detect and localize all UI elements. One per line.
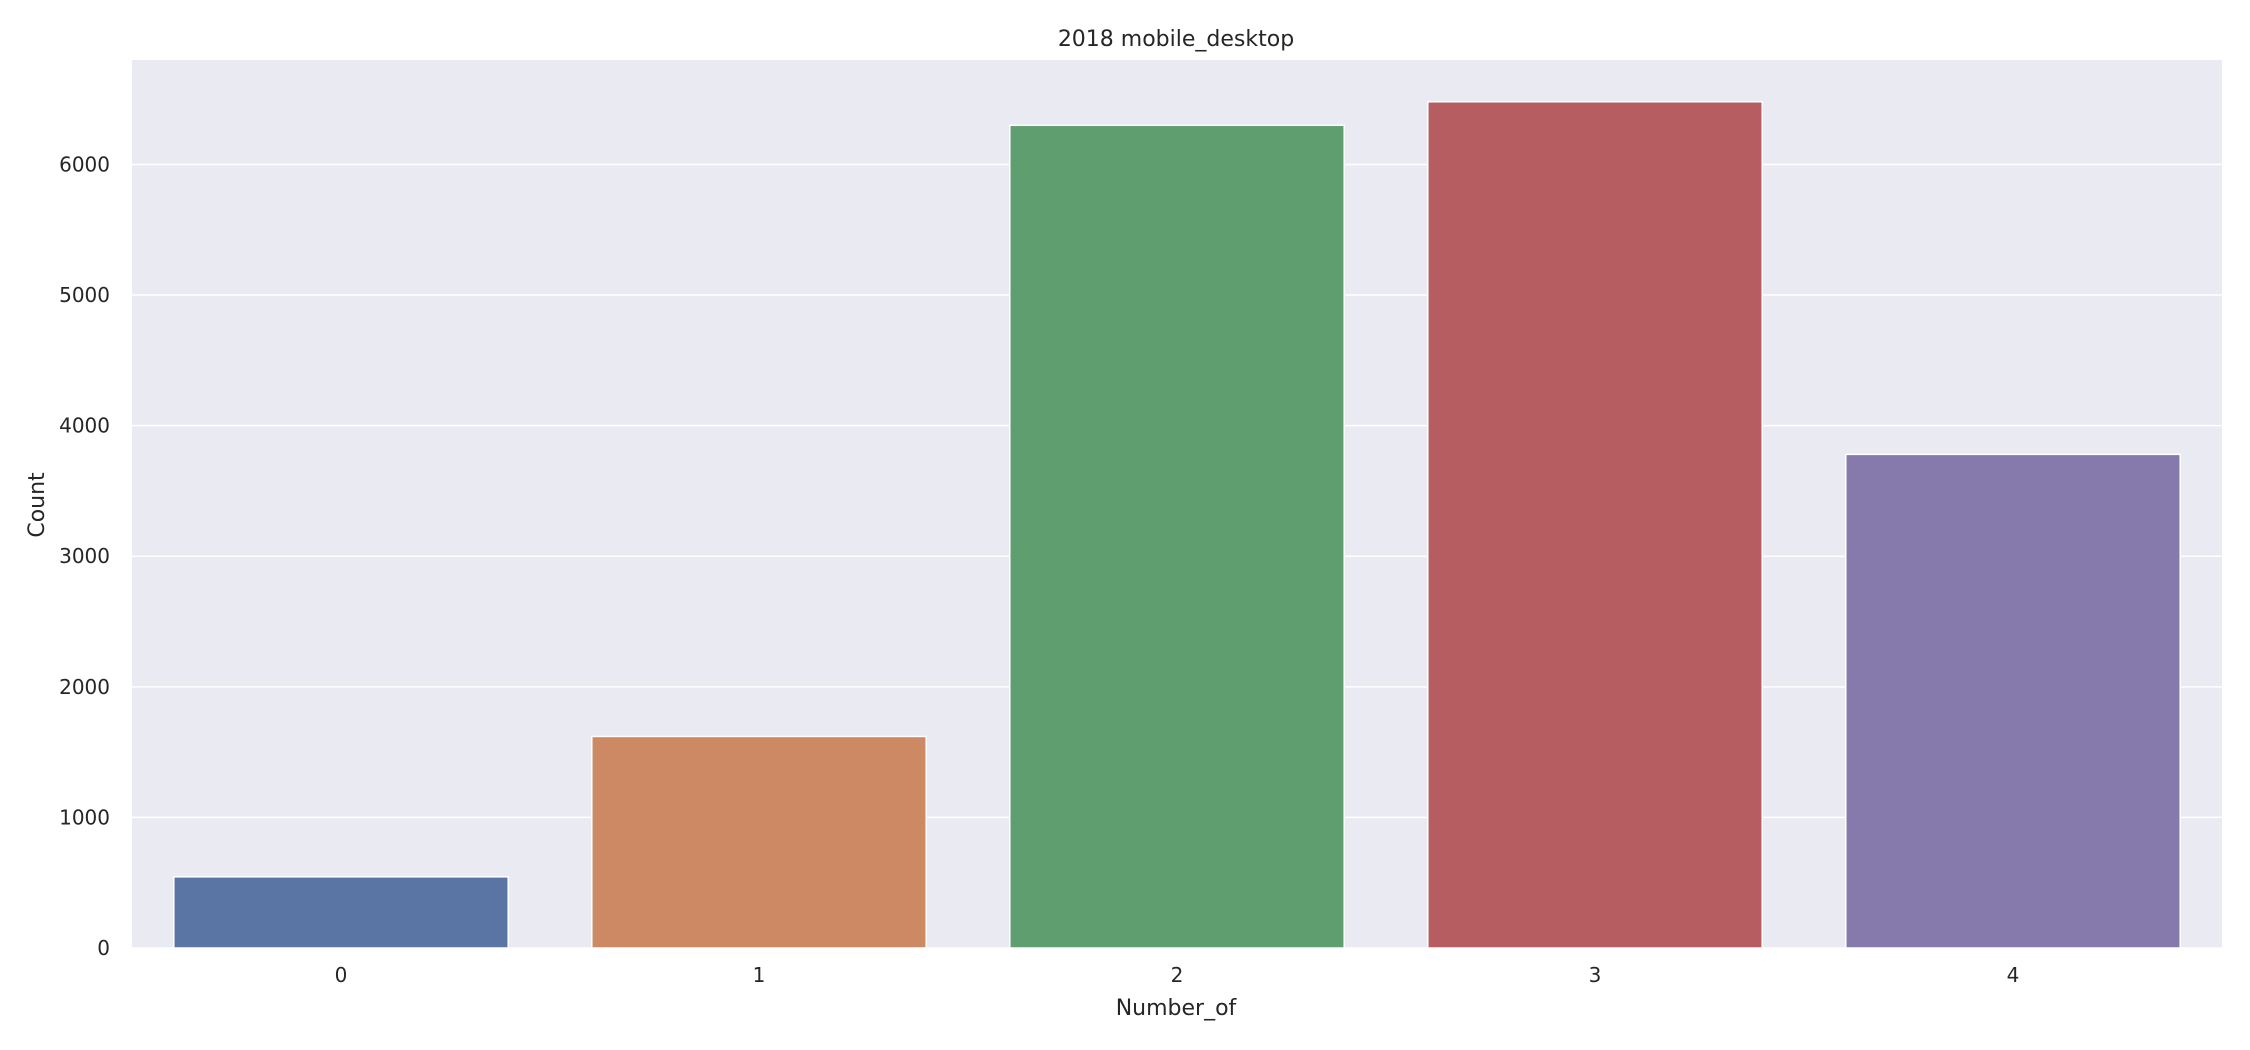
x-tick-label: 0 (335, 963, 348, 987)
y-tick-labels: 0 1000 2000 3000 4000 5000 6000 (59, 152, 110, 960)
bars (173, 101, 2181, 949)
x-tick-label: 3 (1589, 963, 1602, 987)
x-axis-label: Number_of (1116, 996, 1238, 1021)
y-tick-label: 5000 (59, 283, 110, 307)
bar-0 (173, 876, 509, 949)
bar-2 (1009, 124, 1345, 949)
bar-1 (591, 735, 927, 949)
chart-title: 2018 mobile_desktop (1058, 27, 1294, 52)
x-tick-label: 4 (2007, 963, 2020, 987)
bar-3 (1427, 101, 1763, 949)
y-tick-label: 3000 (59, 544, 110, 568)
y-tick-label: 1000 (59, 805, 110, 829)
y-tick-label: 4000 (59, 414, 110, 438)
bar-4 (1845, 453, 2181, 949)
y-axis-label: Count (25, 472, 50, 538)
x-tick-label: 2 (1171, 963, 1184, 987)
y-tick-label: 2000 (59, 675, 110, 699)
y-tick-label: 0 (97, 936, 110, 960)
y-tick-label: 6000 (59, 152, 110, 176)
x-tick-label: 1 (753, 963, 766, 987)
x-tick-labels: 0 1 2 3 4 (335, 963, 2020, 987)
